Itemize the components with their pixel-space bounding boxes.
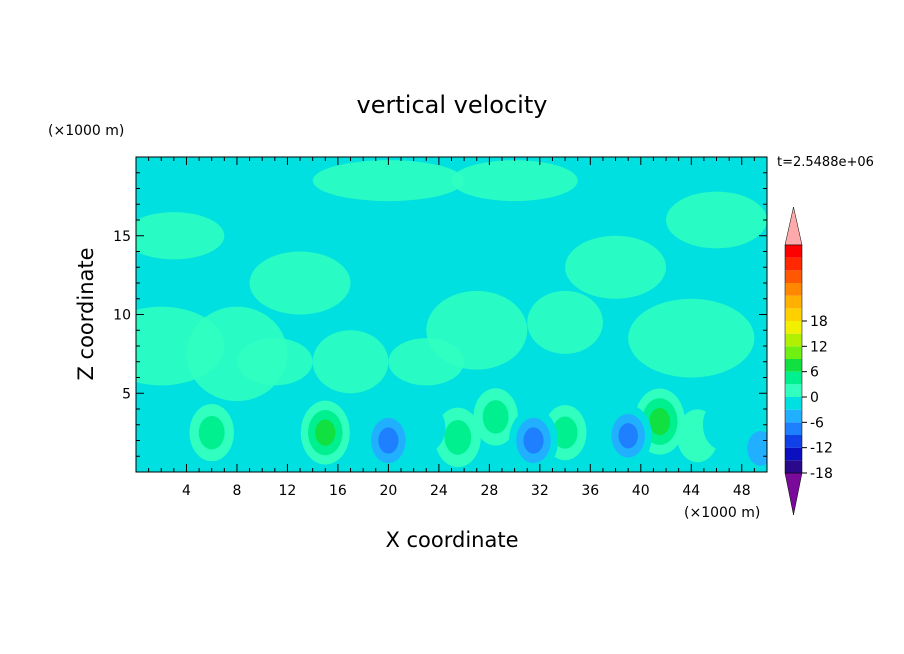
x-tick-label-8: 36 [581,483,599,499]
colorbar-bin-14 [785,283,802,296]
x-tick-label-9: 40 [632,483,650,499]
x-unit-label: (×1000 m) [684,505,760,521]
field-patch [628,298,755,378]
y-axis: 5 10 15 [113,172,767,457]
colorbar-bin-0 [785,460,802,473]
contour-1-2 [315,419,336,446]
contour-3-1 [482,400,509,434]
colorbar-bin-2 [785,435,802,448]
contour-8-2 [523,427,544,454]
contour-14-0 [702,399,743,451]
field-patch [236,338,313,386]
contour-7-2 [378,427,399,454]
x-tick-label-7: 32 [531,483,549,499]
contour-11-0 [235,406,277,460]
colorbar-bin-11 [785,321,802,334]
colorbar-top-arrow [784,206,803,246]
colorbar-tick-label-6: -18 [810,466,833,482]
field-patch [451,160,578,202]
x-tick-label-11: 48 [733,483,751,499]
colorbar-bin-3 [785,422,802,435]
colorbar-bottom-arrow [784,472,803,516]
colorbar-tick-label-1: 12 [810,339,828,355]
x-tick-label-6: 28 [480,483,498,499]
colorbar-bin-5 [785,397,802,410]
field-patch [249,251,351,315]
colorbar-tick-label-3: 0 [810,390,819,406]
contour-2-1 [444,419,472,455]
x-tick-label-2: 12 [279,483,297,499]
colorbar-bin-7 [785,371,802,385]
field-patch [527,290,603,354]
colorbar-bin-15 [785,270,802,283]
colorbar-bin-12 [785,308,802,321]
colorbar-tick-label-0: 18 [810,314,828,330]
y-axis-label: Z coordinate [74,247,98,380]
x-tick-label-1: 8 [232,483,241,499]
contour-field [136,157,767,472]
contour-13-0 [407,403,446,453]
y-tick-label-2: 15 [113,229,131,245]
x-axis: 4 8 12 16 20 24 28 32 36 40 44 48 [148,157,755,499]
field-patch [388,338,465,386]
y-tick-label-0: 5 [122,386,131,402]
x-tick-label-5: 24 [430,483,448,499]
colorbar-bin-10 [785,333,802,347]
colorbar-bin-8 [785,359,802,372]
colorbar-bin-13 [785,295,802,309]
x-tick-label-0: 4 [182,483,191,499]
field-patch [136,212,225,260]
colorbar-tick-label-5: -12 [810,441,833,457]
colorbar-tick-label-2: 6 [810,365,819,381]
colorbar-bin-9 [785,346,802,359]
x-tick-label-4: 20 [379,483,397,499]
contour-10-1 [747,431,767,466]
contour-12-0 [136,399,175,451]
contour-0-1 [198,415,225,450]
field-patch [312,330,389,394]
time-label: t=2.5488e+06 [777,155,874,170]
x-tick-label-10: 44 [682,483,700,499]
chart-title: vertical velocity [357,91,548,119]
x-tick-label-3: 16 [329,483,347,499]
contour-9-2 [618,423,638,449]
colorbar-bin-17 [785,245,802,258]
colorbar-tick-label-4: -6 [810,415,824,431]
colorbar-frame [784,244,803,474]
field-patch [565,235,667,299]
colorbar-bin-6 [785,384,802,397]
colorbar-bin-16 [785,257,802,271]
colorbar-bin-4 [785,409,802,423]
contour-5-2 [649,407,671,436]
y-tick-label-1: 10 [113,308,131,324]
y-unit-label: (×1000 m) [48,123,124,139]
x-axis-label: X coordinate [385,528,518,552]
field-patch [666,191,767,249]
colorbar-bin-1 [785,447,802,461]
field-patch [312,160,465,202]
colorbar: 18 12 6 0 -6 -12 -18 [784,206,833,516]
contour-4-1 [552,416,578,449]
